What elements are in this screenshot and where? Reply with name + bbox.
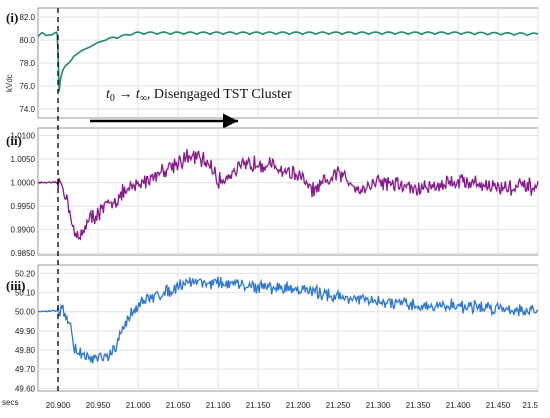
y-tick-label: 80.0: [19, 36, 35, 45]
annotation-text: t0 → t∞, Disengaged TST Cluster: [106, 87, 292, 104]
x-tick-label: 21.450: [486, 401, 511, 410]
x-tick-label: 21.150: [246, 401, 271, 410]
y-tick-label: 49.90: [15, 327, 36, 336]
x-tick-label: 21.100: [206, 401, 231, 410]
y-tick-label: 0.9950: [11, 202, 36, 211]
panel-i: 82.080.078.076.074.0 (i) kVdc t0 → t∞, D…: [5, 7, 539, 129]
x-tick-label: 21.300: [366, 401, 391, 410]
panel-label-ii: (ii): [6, 133, 22, 148]
y-tick-label: 49.80: [15, 346, 36, 355]
y-axis-label-i: kVdc: [5, 74, 14, 92]
y-tick-label: 78.0: [19, 59, 35, 68]
x-tick-label: 21.400: [446, 401, 471, 410]
annotation-t0-sub: 0: [110, 93, 115, 104]
y-tick-label: 50.00: [15, 308, 36, 317]
y-ticks-iii: 50.20 50.10 50.00 49.90 49.80 49.70 49.60: [15, 269, 36, 393]
x-tick-label: 21.000: [126, 401, 151, 410]
y-tick-label: 49.60: [15, 384, 36, 393]
series-line-ii: [37, 149, 539, 241]
annotation-arrow: →: [115, 87, 136, 102]
x-tick-label: 21.050: [166, 401, 191, 410]
x-tick-label: 20.900: [46, 401, 71, 410]
panel-label-i: (i): [6, 10, 18, 25]
y-tick-label: 50.10: [15, 289, 36, 298]
annotation-rest: , Disengaged TST Cluster: [147, 87, 292, 102]
x-tick-label: 21.250: [326, 401, 351, 410]
y-tick-label: 0.9850: [11, 249, 36, 258]
annotation-tinf-sub: ∞: [140, 93, 147, 104]
x-tick-label: 21.200: [286, 401, 311, 410]
y-tick-label: 0.9900: [11, 226, 36, 235]
x-tick-label: 20.950: [86, 401, 111, 410]
grid-iii: [38, 265, 539, 391]
series-line-i: [37, 31, 539, 92]
plot-frame-ii: [37, 127, 539, 256]
series-line-iii: [37, 276, 539, 364]
x-tick-label: 21.350: [406, 401, 431, 410]
y-tick-label: 74.0: [19, 105, 35, 114]
x-axis-unit-label: secs: [2, 398, 18, 407]
panel-label-iii: (iii): [6, 278, 26, 293]
panel-iii: 50.20 50.10 50.00 49.90 49.80 49.70 49.60 (iii…: [6, 264, 539, 393]
panel-ii: 1.0100 1.0050 1.0000 0.9950 0.9900 0.9850 (ii…: [6, 127, 539, 259]
annotation-tinf: t: [136, 87, 141, 102]
y-tick-label: 82.0: [19, 13, 35, 22]
x-tick-label: 21.5: [522, 401, 538, 410]
y-ticks-i: 82.0 80.0 78.0 76.0 74.0: [19, 13, 35, 114]
y-tick-label: 1.0100: [11, 132, 36, 141]
y-tick-label: 1.0000: [11, 179, 36, 188]
y-tick-label: 1.0050: [11, 155, 36, 164]
y-tick-label: 50.20: [15, 269, 36, 278]
x-axis: secs 20.900 20.950 21.000 21.050 21.100 21.15…: [2, 398, 539, 410]
y-ticks-ii: 1.0100 1.0050 1.0000 0.9950 0.9900 0.9850: [11, 132, 36, 259]
plot-frame-iii: [37, 264, 539, 392]
y-tick-label: 76.0: [19, 82, 35, 91]
y-tick-label: 49.70: [15, 365, 36, 374]
annotation-t0: t: [106, 87, 111, 102]
